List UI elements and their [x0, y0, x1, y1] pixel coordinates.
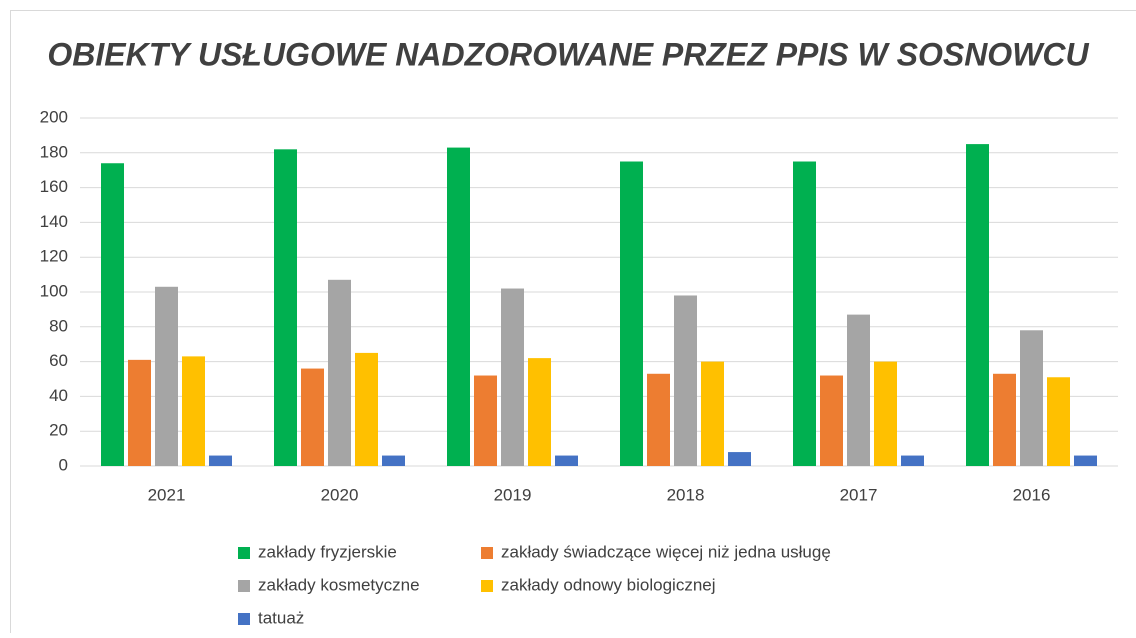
y-tick-label: 140: [40, 212, 68, 231]
legend-swatch: [238, 580, 250, 592]
bar: [528, 358, 551, 466]
bar: [355, 353, 378, 466]
bar: [155, 287, 178, 466]
bar: [474, 376, 497, 466]
bar: [728, 452, 751, 466]
x-tick-label: 2017: [840, 485, 878, 504]
y-tick-label: 20: [49, 421, 68, 440]
bar: [447, 148, 470, 466]
x-tick-label: 2020: [321, 485, 359, 504]
legend-swatch: [481, 580, 493, 592]
bar: [647, 374, 670, 466]
y-tick-label: 180: [40, 142, 68, 161]
legend-label: zakłady odnowy biologicznej: [501, 575, 716, 594]
bar: [182, 356, 205, 466]
chart-title: OBIEKTY USŁUGOWE NADZOROWANE PRZEZ PPIS …: [47, 36, 1089, 72]
bar: [847, 315, 870, 466]
bar: [674, 295, 697, 466]
x-tick-label: 2019: [494, 485, 532, 504]
y-tick-label: 160: [40, 177, 68, 196]
y-tick-label: 100: [40, 281, 68, 300]
x-tick-label: 2016: [1013, 485, 1051, 504]
bar: [101, 163, 124, 466]
legend-swatch: [238, 613, 250, 625]
y-tick-label: 120: [40, 247, 68, 266]
x-tick-label: 2021: [148, 485, 186, 504]
bar: [701, 362, 724, 466]
bar: [328, 280, 351, 466]
bar: [274, 149, 297, 466]
bar: [993, 374, 1016, 466]
legend-label: tatuaż: [258, 608, 304, 627]
y-tick-label: 40: [49, 386, 68, 405]
bar: [793, 162, 816, 467]
bar: [620, 162, 643, 467]
bar: [128, 360, 151, 466]
y-tick-label: 80: [49, 316, 68, 335]
bar: [209, 456, 232, 466]
bar: [1047, 377, 1070, 466]
legend-swatch: [238, 547, 250, 559]
bar: [874, 362, 897, 466]
bar: [901, 456, 924, 466]
bar: [1020, 330, 1043, 466]
bar: [555, 456, 578, 466]
y-tick-label: 200: [40, 107, 68, 126]
bar: [382, 456, 405, 466]
y-tick-label: 60: [49, 351, 68, 370]
y-tick-label: 0: [59, 455, 68, 474]
bar: [966, 144, 989, 466]
bar: [1074, 456, 1097, 466]
bar: [501, 289, 524, 466]
legend-label: zakłady kosmetyczne: [258, 575, 420, 594]
bar: [301, 369, 324, 466]
legend-swatch: [481, 547, 493, 559]
legend-label: zakłady fryzjerskie: [258, 542, 397, 561]
legend-label: zakłady świadczące więcej niż jedna usłu…: [501, 542, 831, 561]
x-tick-label: 2018: [667, 485, 705, 504]
bar: [820, 376, 843, 466]
